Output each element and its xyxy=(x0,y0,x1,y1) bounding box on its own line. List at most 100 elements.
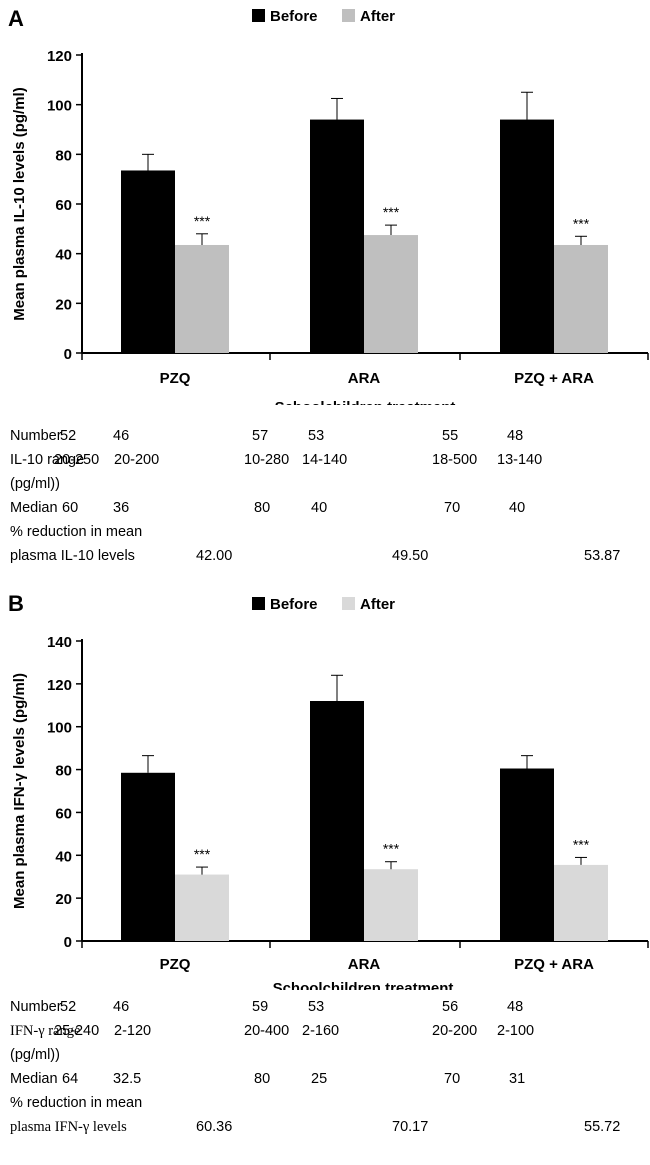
x-category-label: PZQ xyxy=(160,956,191,973)
y-tick-label: 80 xyxy=(55,763,72,780)
cell-median-pzq-before: 64 xyxy=(62,1071,79,1087)
cell-number-pzq-before: 52 xyxy=(60,999,77,1015)
significance-marker: *** xyxy=(383,204,400,220)
cell-number-pzq-ara-after: 48 xyxy=(507,999,524,1015)
row-label-range: IFN-γ range xyxy=(10,1023,81,1039)
cell-range-pzq-before: 25-240 xyxy=(54,1023,100,1039)
cell-reduction-pzq-ara: 55.72 xyxy=(584,1119,621,1135)
cell-median-ara-before: 80 xyxy=(254,1071,271,1087)
stats-row-reduction: plasma IL-10 levels 42.00 49.50 53.87 xyxy=(0,548,650,572)
y-tick-label: 120 xyxy=(47,48,72,65)
cell-number-ara-after: 53 xyxy=(308,428,325,444)
bar-after-0 xyxy=(175,874,229,941)
cell-median-pzq-before: 60 xyxy=(62,500,79,516)
cell-reduction-pzq: 60.36 xyxy=(196,1119,233,1135)
significance-marker: *** xyxy=(194,213,211,229)
significance-marker: *** xyxy=(383,841,400,857)
y-tick-label: 60 xyxy=(55,197,72,214)
cell-number-pzq-before: 52 xyxy=(60,428,77,444)
chart-a-svg: Before After 0 20 40 60 80 100 120 Mean plasma IL… xyxy=(11,8,649,405)
row-label-reduction-2: plasma IL-10 levels xyxy=(10,548,135,564)
row-label-reduction: % reduction in mean xyxy=(10,1095,143,1111)
bar-after-2 xyxy=(554,864,608,941)
cell-range-pzq-ara-before: 20-200 xyxy=(432,1023,478,1039)
y-tick-label: 40 xyxy=(55,247,72,264)
cell-reduction-ara: 70.17 xyxy=(392,1119,429,1135)
row-label-range: IL-10 range xyxy=(10,452,85,468)
y-tick-label: 100 xyxy=(47,720,72,737)
stats-row-median: Median 64 32.5 80 25 70 31 xyxy=(0,1071,650,1095)
y-tick-label: 100 xyxy=(47,98,72,115)
y-tick-label: 20 xyxy=(55,296,72,313)
cell-range-pzq-before: 20-250 xyxy=(54,452,100,468)
panel-b: B Before After 0 20 40 60 80 100 120 140 Mean plas… xyxy=(0,585,650,1165)
x-axis-label: Schoolchildren treatment xyxy=(275,399,456,405)
legend-swatch-before xyxy=(252,9,265,22)
legend-label-after: After xyxy=(360,8,395,25)
cell-range-ara-after: 2-160 xyxy=(302,1023,340,1039)
stats-row-range-unit: (pg/ml)) xyxy=(0,1047,650,1071)
bar-before-1 xyxy=(310,701,364,941)
cell-median-ara-after: 40 xyxy=(311,500,328,516)
stats-row-number: Number 52 46 57 53 55 48 xyxy=(0,428,650,452)
row-label-median: Median xyxy=(10,1071,58,1087)
panel-label-a: A xyxy=(8,6,24,31)
cell-reduction-pzq-ara: 53.87 xyxy=(584,548,621,564)
row-label-range-unit: (pg/ml)) xyxy=(10,1047,60,1063)
cell-number-ara-after: 53 xyxy=(308,999,325,1015)
y-tick-label: 140 xyxy=(47,634,72,651)
stats-row-number: Number 52 46 59 53 56 48 xyxy=(0,999,650,1023)
significance-marker: *** xyxy=(573,836,590,852)
cell-median-pzq-ara-after: 31 xyxy=(509,1071,526,1087)
bar-before-0 xyxy=(121,772,175,941)
cell-range-pzq-ara-before: 18-500 xyxy=(432,452,478,468)
bar-before-1 xyxy=(310,119,364,353)
stats-row-reduction: plasma IFN-γ levels 60.36 70.17 55.72 xyxy=(0,1119,650,1143)
legend-label-after: After xyxy=(360,596,395,613)
x-category-label: PZQ + ARA xyxy=(514,956,594,973)
legend-swatch-after xyxy=(342,597,355,610)
cell-range-pzq-ara-after: 13-140 xyxy=(497,452,543,468)
cell-number-pzq-ara-before: 55 xyxy=(442,428,459,444)
legend-label-before: Before xyxy=(270,596,318,613)
cell-range-ara-after: 14-140 xyxy=(302,452,348,468)
row-label-range-unit: (pg/ml)) xyxy=(10,476,60,492)
cell-range-pzq-after: 2-120 xyxy=(114,1023,152,1039)
cell-range-pzq-after: 20-200 xyxy=(114,452,160,468)
cell-median-pzq-after: 36 xyxy=(113,500,130,516)
row-label-number: Number xyxy=(10,999,62,1015)
panel-label-b: B xyxy=(8,591,24,616)
significance-marker: *** xyxy=(573,215,590,231)
cell-number-ara-before: 59 xyxy=(252,999,269,1015)
bar-before-2 xyxy=(500,119,554,353)
cell-median-ara-after: 25 xyxy=(311,1071,328,1087)
cell-median-pzq-ara-before: 70 xyxy=(444,1071,461,1087)
bar-before-2 xyxy=(500,768,554,941)
cell-number-pzq-after: 46 xyxy=(113,999,130,1015)
bar-after-0 xyxy=(175,244,229,353)
row-label-reduction-2: plasma IFN-γ levels xyxy=(10,1119,127,1135)
cell-range-ara-before: 20-400 xyxy=(244,1023,290,1039)
y-tick-label: 120 xyxy=(47,677,72,694)
cell-median-pzq-ara-after: 40 xyxy=(509,500,526,516)
legend-swatch-after xyxy=(342,9,355,22)
y-axis-label: Mean plasma IFN-γ levels (pg/ml) xyxy=(11,673,28,909)
bar-after-1 xyxy=(364,235,418,353)
panel-a: A Before After 0 20 40 60 80 100 120 Mean plasma … xyxy=(0,6,650,572)
y-axis-label: Mean plasma IL-10 levels (pg/ml) xyxy=(11,87,28,320)
y-tick-label: 40 xyxy=(55,848,72,865)
bar-before-0 xyxy=(121,170,175,353)
cell-range-pzq-ara-after: 2-100 xyxy=(497,1023,535,1039)
chart-b-svg: Before After 0 20 40 60 80 100 120 140 Mean plasma… xyxy=(11,596,649,990)
cell-median-ara-before: 80 xyxy=(254,500,271,516)
y-tick-label: 0 xyxy=(64,934,72,951)
x-category-label: PZQ xyxy=(160,370,191,387)
cell-number-pzq-ara-before: 56 xyxy=(442,999,459,1015)
bar-after-1 xyxy=(364,869,418,941)
y-tick-label: 60 xyxy=(55,805,72,822)
x-category-label: ARA xyxy=(348,370,381,387)
x-category-label: ARA xyxy=(348,956,381,973)
cell-number-pzq-after: 46 xyxy=(113,428,130,444)
y-tick-label: 20 xyxy=(55,891,72,908)
bar-after-2 xyxy=(554,244,608,353)
